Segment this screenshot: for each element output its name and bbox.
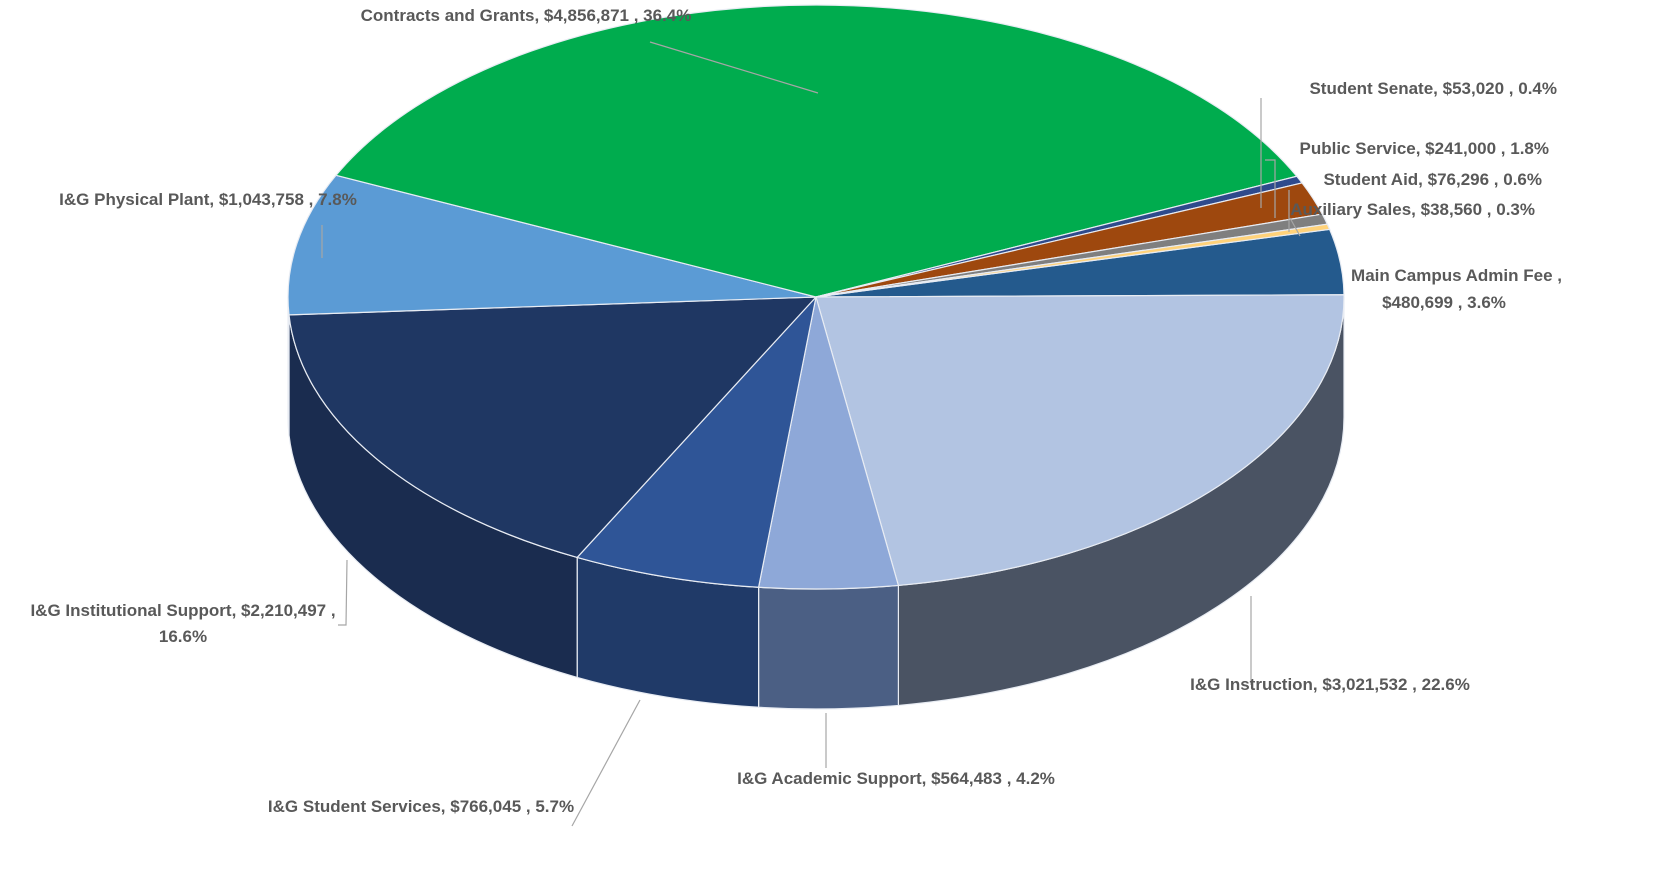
label-auxiliary-sales: Auxiliary Sales, $38,560 , 0.3% bbox=[1290, 200, 1535, 219]
label-ig-instruction: I&G Instruction, $3,021,532 , 22.6% bbox=[1190, 675, 1470, 694]
pie-top-faces bbox=[287, 4, 1345, 590]
pie-slice-ig-instruction bbox=[815, 294, 1345, 587]
label-main-campus-admin-fee: Main Campus Admin Fee , bbox=[1351, 266, 1562, 285]
pie-slice-contracts-and-grants bbox=[334, 4, 1298, 298]
label-contracts-and-grants: Contracts and Grants, $4,856,871 , 36.4% bbox=[361, 6, 692, 25]
label-ig-student-services: I&G Student Services, $766,045 , 5.7% bbox=[268, 797, 574, 816]
pie-slice-ig-institutional-support bbox=[288, 296, 818, 559]
label-ig-physical-plant: I&G Physical Plant, $1,043,758 , 7.8% bbox=[59, 190, 357, 209]
label-ig-institutional-support: I&G Institutional Support, $2,210,497 , bbox=[30, 601, 335, 620]
label-ig-academic-support: I&G Academic Support, $564,483 , 4.2% bbox=[737, 769, 1055, 788]
label-student-senate: Student Senate, $53,020 , 0.4% bbox=[1309, 79, 1557, 98]
pie-slice-ig-physical-plant bbox=[287, 174, 817, 316]
label-main-campus-admin-fee-line2: $480,699 , 3.6% bbox=[1382, 293, 1506, 312]
leader-lines bbox=[321, 41, 1301, 827]
label-student-aid: Student Aid, $76,296 , 0.6% bbox=[1323, 170, 1542, 189]
pie-slice-auxiliary-sales bbox=[815, 223, 1331, 298]
pie-slice-ig-student-services bbox=[576, 295, 818, 588]
pie-side-walls bbox=[287, 296, 1345, 710]
pie-side-ig-academic-support bbox=[757, 584, 899, 710]
label-ig-institutional-support-line2: 16.6% bbox=[159, 627, 207, 646]
label-public-service: Public Service, $241,000 , 1.8% bbox=[1300, 139, 1550, 158]
